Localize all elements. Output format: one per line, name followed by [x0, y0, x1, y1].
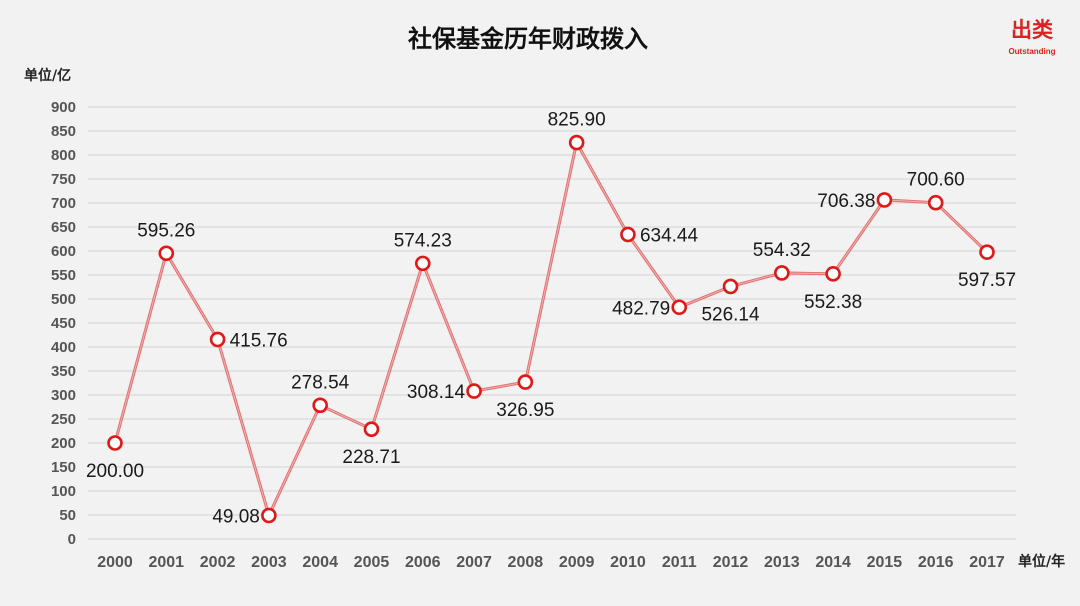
data-label-2004: 278.54 [291, 372, 350, 393]
data-point-2003 [261, 507, 277, 524]
data-label-2016: 700.60 [907, 170, 965, 191]
data-point-2013 [774, 265, 790, 281]
gridlines [88, 106, 1016, 540]
data-label-2012: 526.14 [701, 304, 760, 325]
data-label-2017: 597.57 [958, 270, 1016, 291]
y-tick-label: 600 [51, 243, 76, 260]
y-axis-unit-label: 单位/亿 [24, 67, 71, 84]
data-point-2006 [414, 255, 431, 272]
x-tick-label: 2001 [148, 554, 184, 571]
y-tick-label: 650 [51, 219, 76, 236]
series-line-highlight [114, 141, 988, 517]
data-label-2014: 552.38 [804, 292, 862, 313]
data-point-2007 [466, 383, 482, 399]
x-tick-label: 2007 [456, 554, 492, 571]
data-label-2006: 574.23 [394, 230, 452, 251]
data-point-2012 [722, 278, 739, 295]
data-point-2008 [517, 374, 534, 390]
data-label-2002: 415.76 [230, 330, 288, 351]
y-tick-label: 500 [51, 291, 76, 308]
y-tick-label: 100 [51, 483, 76, 500]
y-tick-label: 900 [51, 99, 76, 116]
x-axis-ticks: 2000 2001 2002 2003 2004 2005 2006 2007 2008 2009… [97, 554, 1005, 571]
x-tick-label: 2003 [251, 554, 287, 571]
x-tick-label: 2005 [354, 554, 390, 571]
data-point-2004 [312, 397, 328, 414]
data-label-2003: 49.08 [212, 506, 260, 527]
chart-title: 社保基金历年财政拨入 [408, 25, 648, 53]
x-tick-label: 2009 [559, 554, 595, 571]
x-tick-label: 2011 [662, 554, 697, 571]
data-point-2014 [825, 266, 841, 282]
x-tick-label: 2017 [969, 554, 1005, 571]
data-label-2007: 308.14 [407, 382, 466, 403]
x-tick-label: 2015 [867, 554, 903, 571]
series-line-group [113, 141, 989, 517]
data-label-2005: 228.71 [342, 447, 400, 468]
x-tick-label: 2013 [764, 554, 800, 571]
y-tick-label: 400 [51, 339, 76, 356]
y-tick-label: 750 [51, 171, 76, 188]
x-tick-label: 2006 [405, 554, 441, 571]
x-tick-label: 2004 [302, 554, 338, 571]
series-markers [107, 134, 995, 524]
logo: 出类 Outstanding [1008, 18, 1055, 56]
y-tick-label: 450 [51, 315, 76, 332]
y-tick-label: 250 [51, 411, 76, 428]
y-tick-label: 50 [59, 507, 76, 524]
x-tick-label: 2002 [200, 554, 236, 571]
data-point-2000 [107, 435, 123, 451]
data-label-2008: 326.95 [496, 400, 554, 421]
y-tick-label: 800 [51, 147, 76, 164]
data-point-2002 [209, 331, 226, 348]
data-point-2016 [927, 194, 944, 211]
x-tick-label: 2014 [815, 554, 851, 571]
y-tick-label: 700 [51, 195, 76, 212]
data-label-2000: 200.00 [86, 461, 144, 482]
data-point-2009 [568, 134, 585, 151]
logo-subtext: Outstanding [1008, 47, 1055, 56]
y-tick-label: 350 [51, 363, 76, 380]
data-label-2013: 554.32 [753, 240, 811, 261]
y-tick-label: 150 [51, 459, 76, 476]
data-label-2010: 634.44 [640, 225, 699, 246]
data-label-2015: 706.38 [817, 191, 875, 212]
y-tick-label: 850 [51, 123, 76, 140]
logo-text: 出类 [1011, 18, 1054, 42]
data-point-2017 [979, 244, 995, 260]
data-point-2005 [363, 421, 380, 438]
data-point-2010 [620, 226, 636, 243]
x-axis-unit-label: 单位/年 [1018, 553, 1065, 570]
x-tick-label: 2010 [610, 554, 646, 571]
data-point-2015 [876, 192, 893, 208]
y-tick-label: 200 [51, 435, 76, 452]
x-tick-label: 2016 [918, 554, 954, 571]
y-tick-label: 550 [51, 267, 76, 284]
x-tick-label: 2012 [713, 554, 749, 571]
x-tick-label: 2008 [508, 554, 544, 571]
data-label-2001: 595.26 [137, 220, 195, 241]
data-label-2009: 825.90 [548, 110, 606, 131]
x-tick-label: 2000 [97, 554, 133, 571]
data-label-2011: 482.79 [612, 298, 670, 319]
y-tick-label: 300 [51, 387, 76, 404]
y-tick-label: 0 [68, 531, 76, 548]
data-labels: 200.00 595.26 415.76 49.08 278.54 228.71 574.2… [86, 110, 1016, 528]
data-point-2001 [158, 245, 175, 262]
data-point-2011 [671, 299, 688, 316]
y-axis-ticks: 0 50 100 150 200 250 300 350 400 450 500 550 600 650 7… [51, 99, 76, 548]
